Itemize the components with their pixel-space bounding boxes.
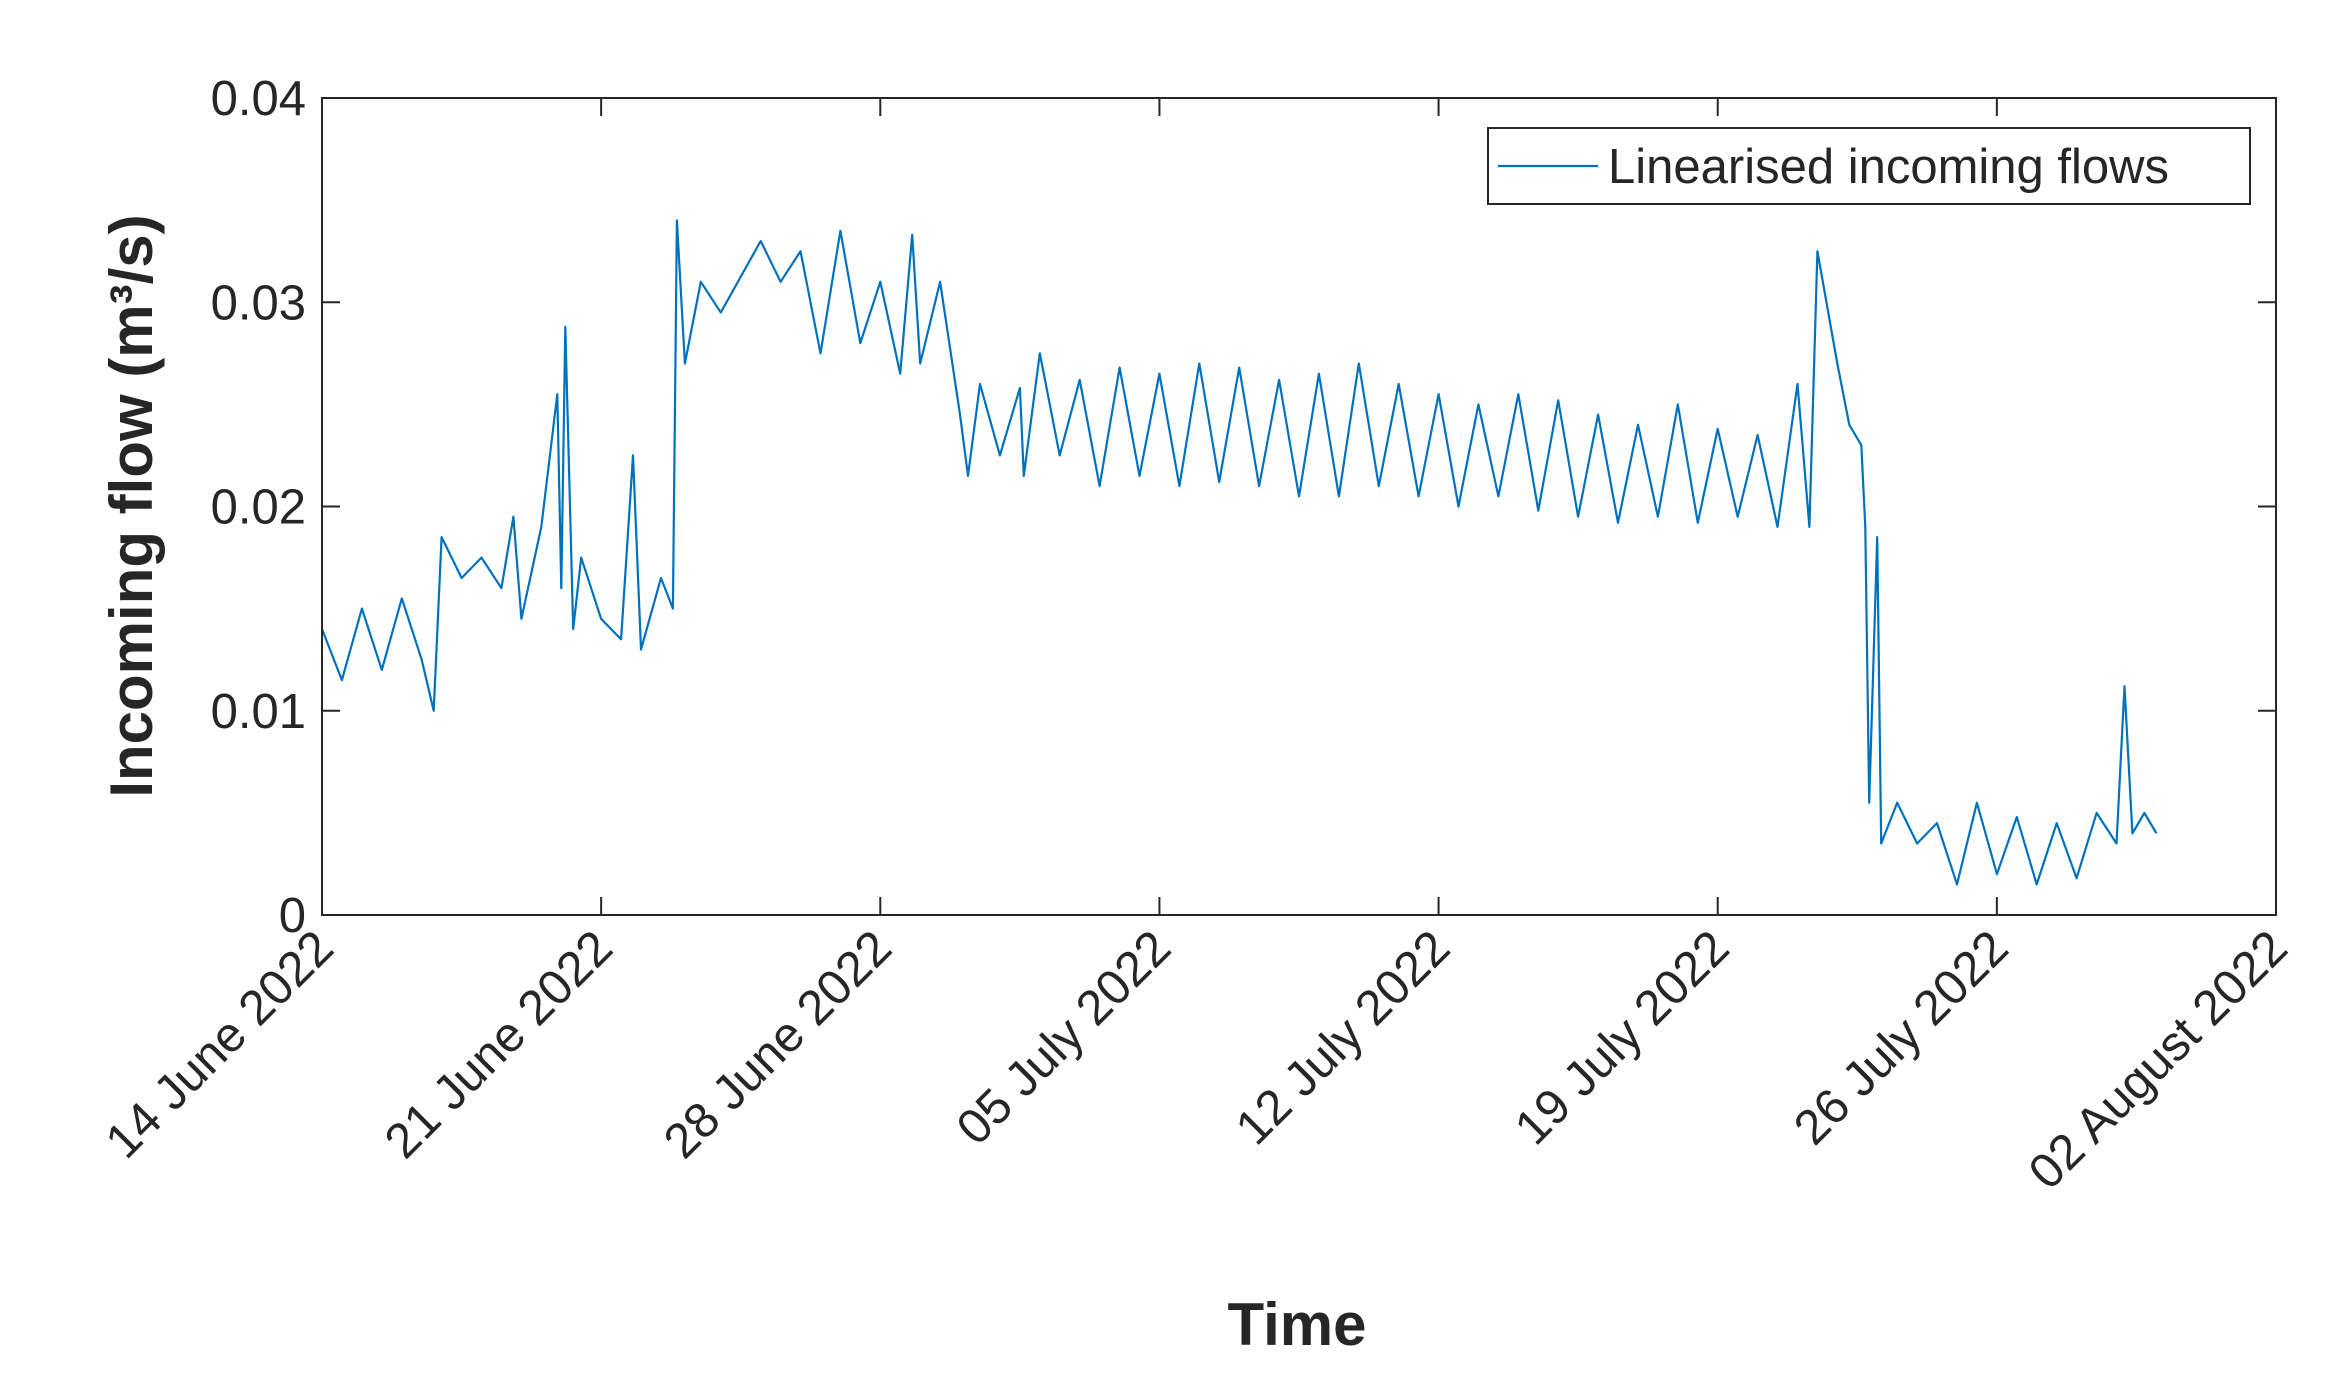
x-axis-label: Time: [1228, 1291, 1367, 1358]
legend-label: Linearised incoming flows: [1608, 140, 2169, 194]
y-tick-label: 0.01: [211, 685, 306, 739]
y-tick-label: 0: [279, 889, 306, 943]
y-axis-label: Incoming flow (m³/s): [98, 214, 165, 797]
data-line: [320, 219, 2158, 886]
axes-box: [321, 97, 2277, 916]
y-tick-label: 0.04: [211, 72, 306, 126]
y-tick-label: 0.02: [211, 481, 306, 535]
legend-box: [1487, 127, 2251, 205]
y-tick-label: 0.03: [211, 276, 306, 330]
